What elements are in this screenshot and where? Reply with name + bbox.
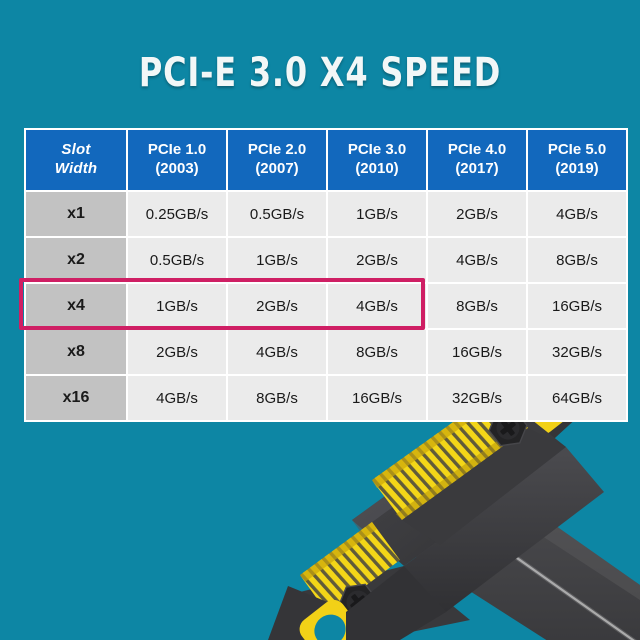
header-line2: (2007) [255, 160, 299, 177]
table-body: x1 0.25GB/s 0.5GB/s 1GB/s 2GB/s 4GB/s x2… [26, 192, 626, 420]
speed-cell: 16GB/s [428, 330, 526, 374]
speed-cell: 8GB/s [528, 238, 626, 282]
speed-cell: 4GB/s [228, 330, 326, 374]
speed-cell: 4GB/s [328, 284, 426, 328]
pcie-speed-table: Slot Width PCIe 1.0 (2003) PCIe 2.0 (200… [24, 128, 628, 422]
speed-cell: 2GB/s [328, 238, 426, 282]
speed-cell: 16GB/s [528, 284, 626, 328]
header-line1: Slot [61, 141, 91, 159]
speed-cell: 0.5GB/s [228, 192, 326, 236]
speed-cell: 32GB/s [428, 376, 526, 420]
speed-cell: 4GB/s [528, 192, 626, 236]
speed-table-container: Slot Width PCIe 1.0 (2003) PCIe 2.0 (200… [19, 128, 628, 422]
header-line2: (2003) [155, 160, 199, 177]
gold-fingers-short [300, 522, 400, 614]
page-title: PCI-E 3.0 X4 SPEED [138, 50, 502, 96]
speed-cell: 8GB/s [228, 376, 326, 420]
speed-cell: 1GB/s [228, 238, 326, 282]
speed-cell: 2GB/s [228, 284, 326, 328]
table-row: x2 0.5GB/s 1GB/s 2GB/s 4GB/s 8GB/s [26, 238, 626, 282]
header-line2: (2019) [555, 160, 599, 177]
speed-cell: 16GB/s [328, 376, 426, 420]
speed-cell: 32GB/s [528, 330, 626, 374]
speed-cell: 2GB/s [128, 330, 226, 374]
table-row: x16 4GB/s 8GB/s 16GB/s 32GB/s 64GB/s [26, 376, 626, 420]
speed-cell: 8GB/s [428, 284, 526, 328]
slot-width-cell: x1 [26, 192, 126, 236]
speed-cell: 8GB/s [328, 330, 426, 374]
table-row: x8 2GB/s 4GB/s 8GB/s 16GB/s 32GB/s [26, 330, 626, 374]
header-line1: PCIe 1.0 [147, 141, 207, 159]
table-row: x1 0.25GB/s 0.5GB/s 1GB/s 2GB/s 4GB/s [26, 192, 626, 236]
speed-cell: 1GB/s [328, 192, 426, 236]
header-line1: PCIe 4.0 [447, 141, 507, 159]
header-line1: PCIe 3.0 [347, 141, 407, 159]
header-line2: Width [54, 160, 98, 177]
column-header-slot-width: Slot Width [26, 130, 126, 190]
speed-cell: 4GB/s [128, 376, 226, 420]
slot-width-cell: x4 [26, 284, 126, 328]
speed-cell: 4GB/s [428, 238, 526, 282]
header-row: Slot Width PCIe 1.0 (2003) PCIe 2.0 (200… [26, 130, 626, 190]
slot-width-cell: x16 [26, 376, 126, 420]
column-header-pcie-4: PCIe 4.0 (2017) [428, 130, 526, 190]
speed-cell: 0.5GB/s [128, 238, 226, 282]
body-tail [346, 566, 446, 640]
mount-bracket-bottom [268, 586, 361, 640]
speed-cell: 2GB/s [428, 192, 526, 236]
table-header: Slot Width PCIe 1.0 (2003) PCIe 2.0 (200… [26, 130, 626, 190]
header-line2: (2010) [355, 160, 399, 177]
column-header-pcie-5: PCIe 5.0 (2019) [528, 130, 626, 190]
slot-width-cell: x2 [26, 238, 126, 282]
speed-cell: 0.25GB/s [128, 192, 226, 236]
column-header-pcie-2: PCIe 2.0 (2007) [228, 130, 326, 190]
connector-cover-strip [402, 428, 566, 545]
slot-width-cell: x8 [26, 330, 126, 374]
column-header-pcie-1: PCIe 1.0 (2003) [128, 130, 226, 190]
header-line2: (2017) [455, 160, 499, 177]
column-header-pcie-3: PCIe 3.0 (2010) [328, 130, 426, 190]
header-line1: PCIe 5.0 [547, 141, 607, 159]
speed-cell: 64GB/s [528, 376, 626, 420]
table-row-highlighted: x4 1GB/s 2GB/s 4GB/s 8GB/s 16GB/s [26, 284, 626, 328]
speed-cell: 1GB/s [128, 284, 226, 328]
header-line1: PCIe 2.0 [247, 141, 307, 159]
